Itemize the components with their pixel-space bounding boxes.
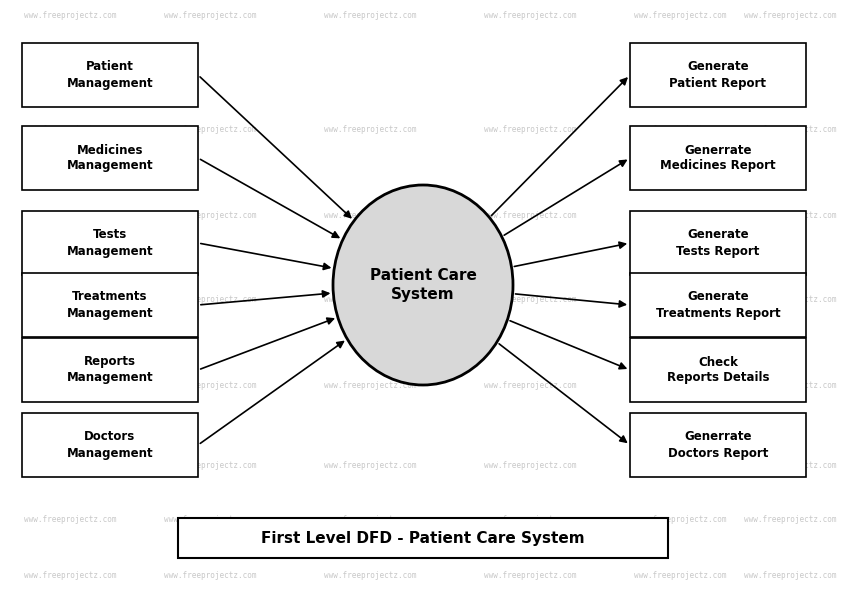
Text: www.freeprojectz.com: www.freeprojectz.com [24,11,116,20]
Text: www.freeprojectz.com: www.freeprojectz.com [634,461,726,470]
Text: www.freeprojectz.com: www.freeprojectz.com [324,11,416,20]
Text: www.freeprojectz.com: www.freeprojectz.com [24,515,116,524]
Text: www.freeprojectz.com: www.freeprojectz.com [634,515,726,524]
Text: www.freeprojectz.com: www.freeprojectz.com [164,515,256,524]
Text: www.freeprojectz.com: www.freeprojectz.com [634,211,726,219]
FancyBboxPatch shape [630,126,806,190]
Text: www.freeprojectz.com: www.freeprojectz.com [164,126,256,135]
Text: www.freeprojectz.com: www.freeprojectz.com [324,515,416,524]
Text: www.freeprojectz.com: www.freeprojectz.com [484,11,576,20]
FancyBboxPatch shape [630,413,806,477]
Text: www.freeprojectz.com: www.freeprojectz.com [24,295,116,304]
Text: www.freeprojectz.com: www.freeprojectz.com [744,570,836,579]
Text: www.freeprojectz.com: www.freeprojectz.com [744,211,836,219]
Text: www.freeprojectz.com: www.freeprojectz.com [634,11,726,20]
Text: Generate
Treatments Report: Generate Treatments Report [656,291,780,320]
Text: www.freeprojectz.com: www.freeprojectz.com [24,126,116,135]
Text: www.freeprojectz.com: www.freeprojectz.com [744,515,836,524]
Text: www.freeprojectz.com: www.freeprojectz.com [164,570,256,579]
Text: www.freeprojectz.com: www.freeprojectz.com [634,295,726,304]
FancyBboxPatch shape [22,413,198,477]
Text: www.freeprojectz.com: www.freeprojectz.com [634,126,726,135]
Text: www.freeprojectz.com: www.freeprojectz.com [164,461,256,470]
Text: www.freeprojectz.com: www.freeprojectz.com [324,211,416,219]
Text: www.freeprojectz.com: www.freeprojectz.com [484,570,576,579]
FancyBboxPatch shape [178,518,668,558]
Text: www.freeprojectz.com: www.freeprojectz.com [484,515,576,524]
Text: Patient
Management: Patient Management [67,60,153,90]
FancyBboxPatch shape [22,338,198,402]
Text: www.freeprojectz.com: www.freeprojectz.com [634,570,726,579]
Text: www.freeprojectz.com: www.freeprojectz.com [744,381,836,390]
FancyBboxPatch shape [22,126,198,190]
Text: www.freeprojectz.com: www.freeprojectz.com [744,461,836,470]
FancyBboxPatch shape [630,43,806,107]
Text: www.freeprojectz.com: www.freeprojectz.com [484,381,576,390]
Text: www.freeprojectz.com: www.freeprojectz.com [164,211,256,219]
Text: www.freeprojectz.com: www.freeprojectz.com [324,295,416,304]
Text: Generrate
Doctors Report: Generrate Doctors Report [667,431,768,460]
Text: www.freeprojectz.com: www.freeprojectz.com [484,211,576,219]
Text: Reports
Management: Reports Management [67,355,153,384]
Text: www.freeprojectz.com: www.freeprojectz.com [324,570,416,579]
Text: www.freeprojectz.com: www.freeprojectz.com [24,570,116,579]
Text: www.freeprojectz.com: www.freeprojectz.com [324,381,416,390]
Text: First Level DFD - Patient Care System: First Level DFD - Patient Care System [261,531,585,546]
FancyBboxPatch shape [630,211,806,275]
Text: www.freeprojectz.com: www.freeprojectz.com [744,126,836,135]
Text: www.freeprojectz.com: www.freeprojectz.com [484,126,576,135]
Text: www.freeprojectz.com: www.freeprojectz.com [24,461,116,470]
Text: Patient Care
System: Patient Care System [370,267,476,302]
Text: Generate
Tests Report: Generate Tests Report [676,228,760,257]
Text: www.freeprojectz.com: www.freeprojectz.com [164,11,256,20]
Text: Treatments
Management: Treatments Management [67,291,153,320]
Ellipse shape [333,185,513,385]
Text: Check
Reports Details: Check Reports Details [667,355,769,384]
Text: Medicines
Management: Medicines Management [67,144,153,173]
Text: Tests
Management: Tests Management [67,228,153,257]
Text: Generate
Patient Report: Generate Patient Report [669,60,766,90]
FancyBboxPatch shape [22,43,198,107]
Text: www.freeprojectz.com: www.freeprojectz.com [24,211,116,219]
Text: www.freeprojectz.com: www.freeprojectz.com [164,381,256,390]
FancyBboxPatch shape [22,273,198,337]
Text: www.freeprojectz.com: www.freeprojectz.com [744,11,836,20]
FancyBboxPatch shape [22,211,198,275]
Text: Generrate
Medicines Report: Generrate Medicines Report [660,144,776,173]
Text: www.freeprojectz.com: www.freeprojectz.com [744,295,836,304]
Text: www.freeprojectz.com: www.freeprojectz.com [164,295,256,304]
Text: www.freeprojectz.com: www.freeprojectz.com [324,461,416,470]
Text: www.freeprojectz.com: www.freeprojectz.com [24,381,116,390]
FancyBboxPatch shape [630,273,806,337]
Text: www.freeprojectz.com: www.freeprojectz.com [484,295,576,304]
FancyBboxPatch shape [630,338,806,402]
Text: www.freeprojectz.com: www.freeprojectz.com [324,126,416,135]
Text: Doctors
Management: Doctors Management [67,431,153,460]
Text: www.freeprojectz.com: www.freeprojectz.com [484,461,576,470]
Text: www.freeprojectz.com: www.freeprojectz.com [634,381,726,390]
